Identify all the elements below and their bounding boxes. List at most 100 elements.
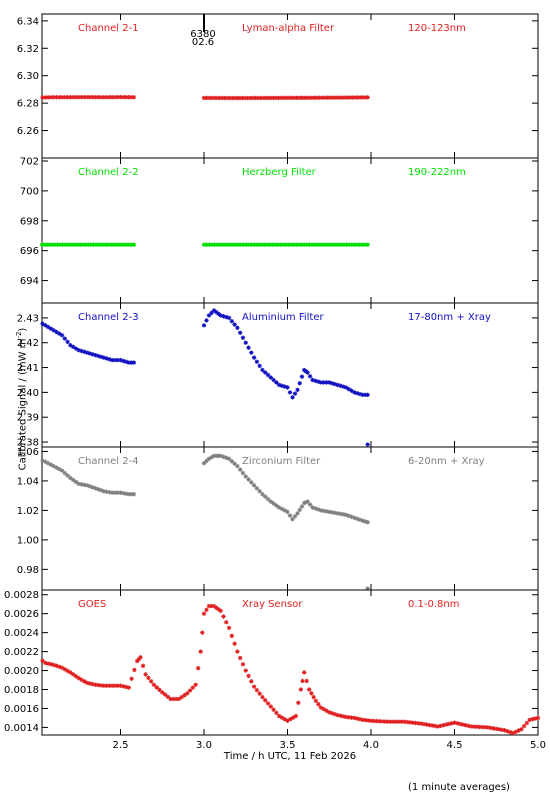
data-point — [70, 477, 76, 483]
data-point — [338, 383, 343, 388]
y-tick-label: 0.98 — [17, 565, 39, 576]
data-point — [535, 715, 541, 721]
data-point — [340, 714, 346, 719]
data-point — [443, 722, 449, 727]
data-point — [332, 711, 338, 717]
data-point — [84, 680, 90, 686]
data-point — [360, 392, 365, 398]
data-point — [259, 242, 265, 247]
panel-frame — [41, 589, 539, 736]
data-point — [123, 684, 129, 690]
data-point — [251, 355, 257, 360]
data-point — [267, 242, 273, 247]
data-point — [78, 242, 83, 247]
data-point — [109, 357, 115, 363]
x-tick-label: 3.0 — [196, 740, 212, 751]
data-point — [214, 605, 219, 610]
data-point — [352, 95, 358, 100]
data-point — [357, 391, 363, 397]
data-point — [235, 95, 240, 101]
y-tick-label: 0.0028 — [4, 590, 39, 601]
data-point — [121, 242, 127, 247]
data-point — [271, 377, 276, 383]
data-point — [260, 367, 265, 373]
data-point — [287, 390, 293, 395]
data-point — [335, 511, 340, 516]
data-point — [263, 370, 268, 375]
y-tick-label: 2.42 — [17, 338, 39, 349]
data-point — [81, 242, 86, 247]
data-point — [119, 242, 124, 247]
data-point — [121, 490, 126, 496]
data-point — [313, 506, 318, 511]
data-point — [214, 309, 219, 315]
data-point — [243, 668, 248, 673]
panel-annotation: Zirconium Filter — [242, 456, 321, 467]
data-point — [237, 95, 243, 101]
data-point — [343, 512, 349, 518]
y-tick-label: 694 — [20, 276, 39, 287]
data-point — [91, 242, 96, 247]
y-tick-label: 2.43 — [17, 313, 39, 324]
data-point — [243, 474, 248, 479]
panel-annotation: 0.1-0.8nm — [408, 599, 460, 610]
data-point — [330, 95, 335, 100]
data-point — [134, 658, 140, 664]
data-point — [374, 718, 379, 724]
data-point — [424, 722, 429, 727]
data-point — [83, 242, 89, 247]
data-point — [345, 95, 350, 100]
data-point — [463, 723, 468, 728]
data-point — [116, 242, 122, 247]
data-point — [157, 687, 162, 693]
data-point — [222, 95, 227, 101]
data-point — [410, 720, 415, 725]
data-point — [109, 683, 115, 688]
data-point — [40, 458, 45, 463]
data-point — [263, 494, 268, 499]
data-point — [324, 380, 329, 385]
data-point — [109, 94, 115, 100]
data-point — [229, 459, 235, 464]
panel-frame — [41, 157, 539, 304]
data-point — [204, 607, 209, 613]
data-point — [204, 242, 209, 247]
data-point — [482, 725, 488, 730]
data-point — [265, 242, 270, 247]
data-point — [112, 94, 118, 100]
data-point — [73, 95, 79, 100]
data-point — [402, 719, 407, 724]
data-point — [468, 724, 474, 729]
data-point — [240, 335, 246, 340]
data-point — [388, 719, 393, 724]
data-point — [201, 461, 207, 466]
data-point — [82, 94, 87, 100]
data-point — [477, 724, 482, 730]
y-tick-label: 700 — [20, 186, 39, 197]
data-point — [160, 690, 165, 695]
data-point — [62, 95, 68, 100]
data-point — [93, 242, 99, 247]
data-point — [324, 708, 329, 713]
data-point — [299, 374, 305, 379]
data-point — [228, 242, 233, 247]
data-point — [126, 491, 132, 497]
data-point — [365, 242, 370, 247]
data-point — [352, 715, 357, 721]
y-tick-label: 1.02 — [17, 506, 39, 517]
data-point — [82, 679, 87, 684]
data-point — [220, 242, 225, 247]
data-point — [416, 721, 421, 726]
data-point — [276, 95, 281, 101]
data-point — [280, 242, 286, 247]
y-tick-label: 702 — [20, 156, 39, 167]
data-point — [217, 95, 222, 101]
data-point — [318, 705, 324, 710]
data-point — [57, 466, 62, 472]
data-point — [104, 95, 109, 100]
data-point — [296, 700, 301, 705]
data-point — [327, 710, 332, 715]
data-point — [68, 475, 73, 481]
data-point — [360, 242, 365, 247]
data-point — [87, 681, 93, 686]
